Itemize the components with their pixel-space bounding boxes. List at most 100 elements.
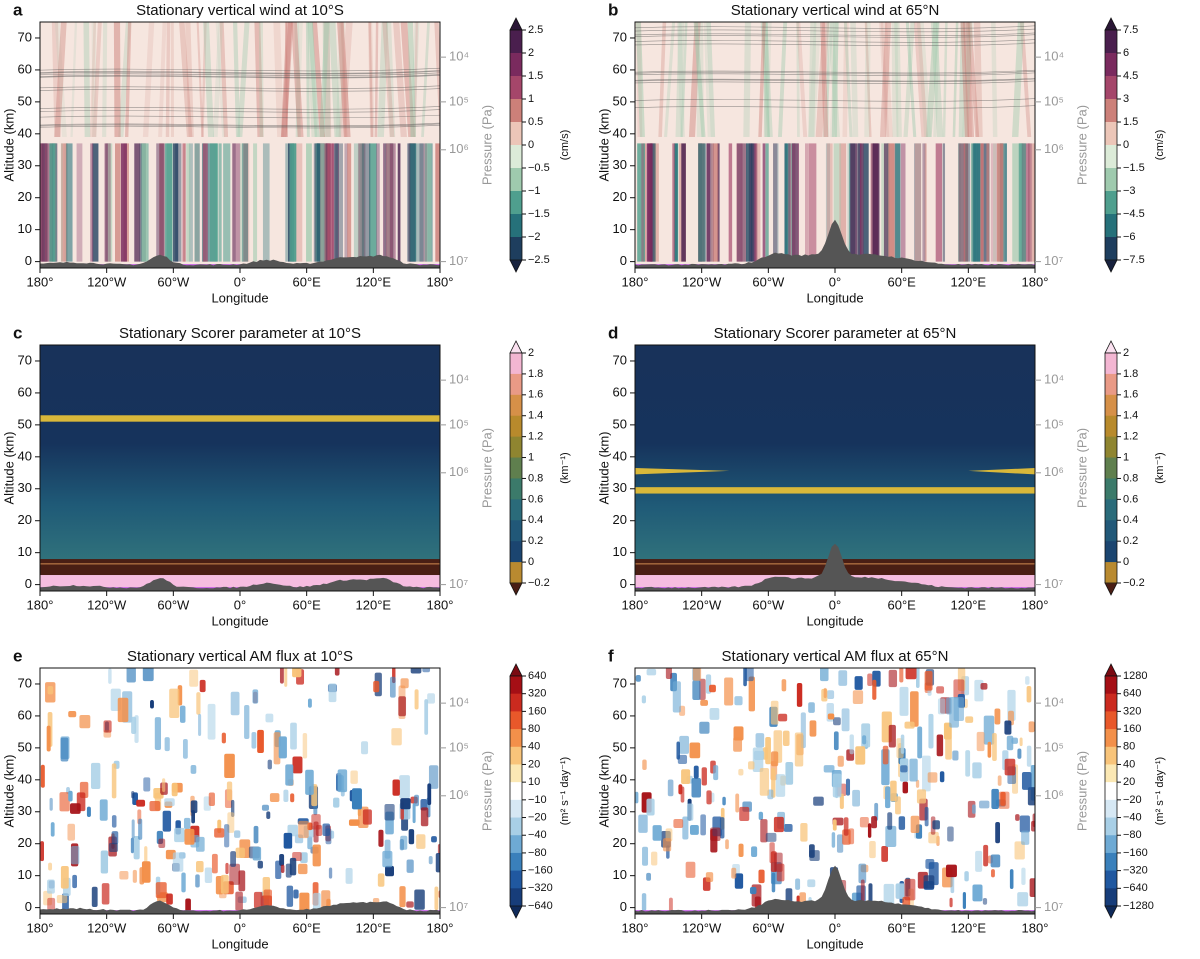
field-texture [105,143,113,262]
topography [635,543,1035,591]
field-texture [117,697,129,723]
field-texture [307,836,313,850]
field-texture [386,143,394,262]
field [40,345,440,591]
y-tick-label: 70 [613,352,627,367]
colorbar-tick-label: −320 [1123,865,1148,877]
field-texture [409,143,417,262]
field-texture [434,22,440,138]
field-texture [731,867,737,879]
x-tick-label: 0° [829,920,841,935]
field-texture [852,690,864,704]
field-texture [758,811,764,821]
colorbar-under [509,259,523,273]
colorbar-over [1104,340,1118,354]
field-texture [83,22,91,138]
y2-tick-label: 10⁷ [1044,576,1063,591]
field-texture [705,872,714,883]
field-texture [331,143,339,262]
field-texture [849,734,854,755]
field-texture [253,891,263,909]
colorbar-tick-label: 0.8 [528,472,543,484]
y2-axis-label: Pressure (Pa) [1074,428,1089,508]
field-texture [637,143,645,262]
x-tick-label: 180° [622,920,649,935]
colorbar-under [509,905,523,919]
field-texture [646,668,657,676]
field-texture [399,839,404,851]
field-texture [399,775,410,799]
colorbar-segment [1105,436,1117,459]
field-texture [234,830,241,838]
field-texture [232,143,236,262]
field-texture [942,143,946,262]
colorbar-segment [1105,693,1117,712]
field-texture [1012,143,1019,262]
field-texture [424,699,429,735]
field-texture [751,143,755,262]
streamline [635,70,1035,75]
field-texture [103,720,112,733]
field-texture [416,143,424,262]
field-texture [845,778,851,796]
field-texture [734,873,744,889]
field-texture [900,765,908,773]
field-texture [207,703,216,740]
field-texture [667,779,674,797]
field-texture [320,143,325,262]
field-texture [56,894,68,904]
field-texture [89,22,97,138]
field-texture [47,685,54,695]
field-texture [725,839,729,850]
field-texture [843,817,849,836]
field-texture [173,143,179,262]
y-tick-label: 30 [613,157,627,172]
x-tick-label: 60°W [157,597,190,612]
field-texture [111,815,117,828]
field-texture [932,820,940,830]
field-texture [905,668,917,680]
field-texture [253,143,258,262]
field-texture [400,678,409,689]
field-texture [910,815,920,833]
field-texture [965,716,974,723]
field-texture [142,22,155,138]
colorbar-segment [510,746,522,765]
field-texture [257,729,264,754]
field-band [968,468,1035,475]
field-texture [826,22,829,138]
y-tick-label: 10 [613,544,627,559]
field-texture [829,22,840,138]
field-texture [337,769,348,793]
colorbar-segment [510,30,522,54]
field-texture [362,809,372,825]
streamline [635,77,1035,82]
x-tick-label: 60°E [887,920,916,935]
field-texture [340,22,348,138]
x-tick-label: 60°E [887,274,916,289]
field-texture [232,143,241,262]
field-texture [60,865,69,889]
panel-label: c [13,323,22,342]
x-tick-label: 60°W [752,597,785,612]
field-texture [368,22,374,138]
field-texture [199,679,206,693]
colorbar-tick-label: −1.5 [1123,162,1145,174]
field-texture [855,746,866,765]
field-texture [976,731,985,752]
y2-tick-label: 10⁶ [1044,141,1064,156]
colorbar-tick-label: 2.5 [528,24,543,36]
streamline [635,98,1035,102]
field-texture [286,885,294,907]
field-texture [635,791,639,804]
field-texture [294,22,301,138]
field-texture [808,22,821,138]
field-texture [334,668,340,676]
field-texture [795,878,801,890]
field-texture [374,22,379,138]
y2-tick-label: 10⁶ [1044,464,1064,479]
field-texture [400,22,415,138]
field-texture [91,886,98,908]
field-texture [1011,737,1018,744]
